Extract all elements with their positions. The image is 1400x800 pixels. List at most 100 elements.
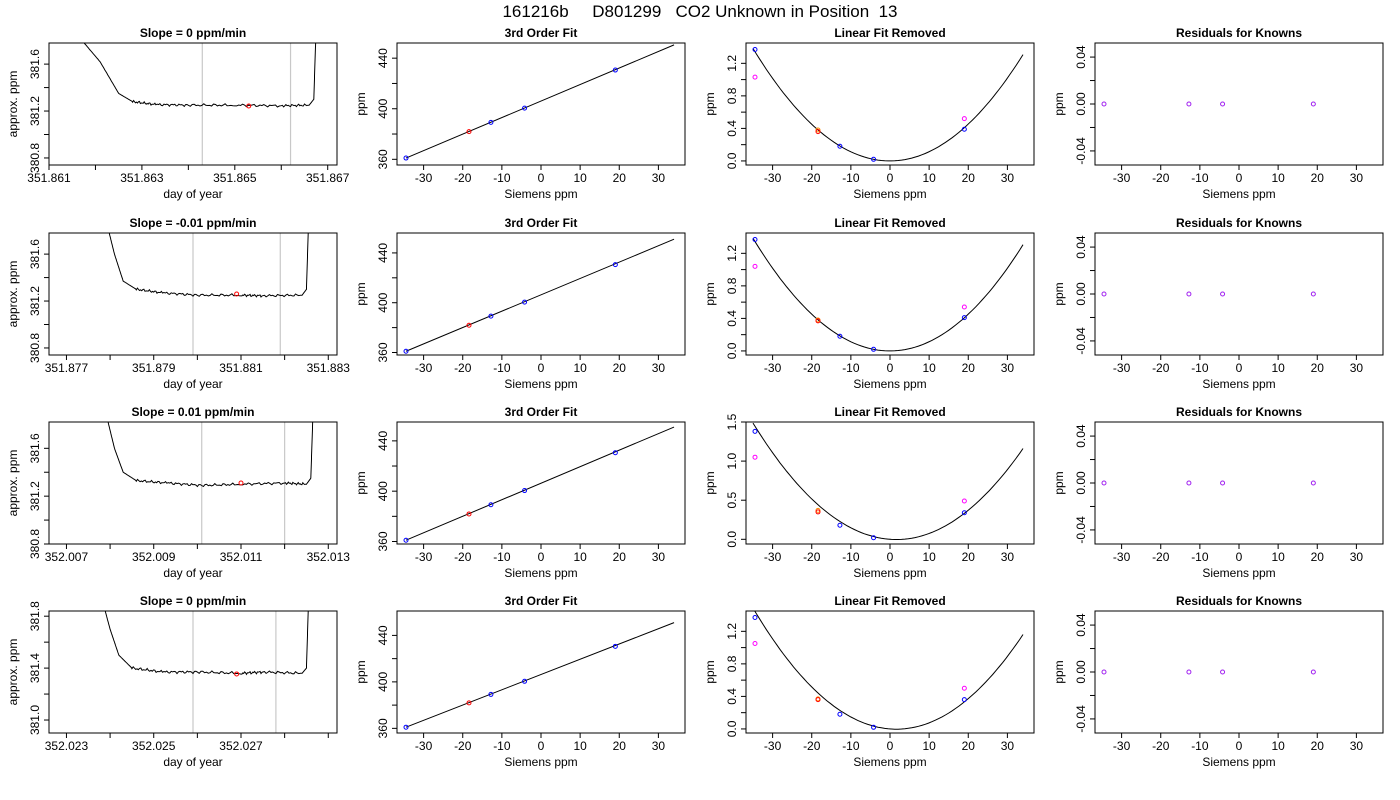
plot-frame	[745, 232, 1035, 356]
panel-title: 3rd Order Fit	[505, 405, 578, 419]
data-point-blue	[612, 262, 618, 268]
y-axis-label: ppm	[1052, 282, 1066, 305]
fit-line	[405, 238, 675, 352]
y-tick-label: 440	[376, 431, 390, 451]
panel-title: 3rd Order Fit	[505, 26, 578, 40]
panel-data	[104, 611, 309, 733]
page-title: 161216b D801299 CO2 Unknown in Position …	[502, 2, 898, 21]
panel-data	[405, 238, 675, 352]
x-tick-label: 30	[1001, 550, 1015, 564]
y-tick-label: 0.4	[725, 120, 739, 137]
data-point-blue	[612, 67, 618, 73]
x-tick-label: 0	[887, 550, 894, 564]
panel-r2c4: Residuals for Knowns Siemens ppm ppm -30 -20…	[1052, 216, 1384, 391]
x-tick-label: 0	[1236, 550, 1243, 564]
panel-r1c4: Residuals for Knowns Siemens ppm ppm -30 -20…	[1052, 26, 1384, 201]
x-tick-label: 30	[652, 739, 666, 753]
x-tick-label: -20	[454, 550, 472, 564]
panel-title: Slope = 0.01 ppm/min	[131, 405, 254, 419]
plot-frame	[396, 42, 686, 166]
data-point-purple	[1310, 101, 1316, 107]
x-tick-label: 351.877	[45, 361, 89, 375]
data-point-blue	[752, 47, 758, 53]
panel-data	[108, 233, 309, 355]
x-tick-label: 352.013	[307, 550, 351, 564]
y-tick-label: 0.8	[725, 87, 739, 104]
y-tick-label: 360	[376, 531, 390, 551]
x-tick-label: 10	[573, 171, 587, 185]
y-tick-label: 381.6	[28, 433, 42, 463]
panel-title: Slope = 0 ppm/min	[140, 594, 246, 608]
x-axis-label: Siemens ppm	[504, 187, 577, 201]
x-tick-label: 10	[573, 550, 587, 564]
data-point-orange	[815, 127, 821, 133]
x-tick-label: 0	[887, 739, 894, 753]
x-tick-label: 10	[1271, 171, 1285, 185]
residual-curve	[754, 611, 1024, 730]
x-axis-label: Siemens ppm	[1202, 755, 1275, 769]
x-tick-label: -10	[842, 739, 860, 753]
panel-title: Linear Fit Removed	[834, 405, 945, 419]
data-point-blue	[837, 143, 843, 149]
y-tick-label: 440	[376, 243, 390, 263]
data-point-blue	[871, 346, 877, 352]
data-point-red	[238, 480, 244, 486]
data-point-blue	[961, 126, 967, 132]
y-tick-label: 440	[376, 48, 390, 68]
y-tick-label: 0.04	[1074, 45, 1088, 69]
panel-r2c2: 3rd Order Fit Siemens ppm ppm -30 -20 -10 0 10 2…	[354, 216, 686, 391]
panel-r3c2: 3rd Order Fit Siemens ppm ppm -30 -20 -10 0 10 2…	[354, 405, 686, 580]
plot-frame	[1094, 232, 1384, 356]
y-tick-label: 381.2	[28, 481, 42, 511]
y-tick-label: 1.2	[725, 55, 739, 72]
y-tick-label: 381.0	[28, 705, 42, 735]
panel-data	[83, 43, 317, 165]
data-point-blue	[612, 450, 618, 456]
x-tick-label: 10	[922, 739, 936, 753]
y-axis-label: ppm	[1052, 660, 1066, 683]
x-tick-label: 352.011	[220, 550, 263, 564]
x-tick-label: -20	[454, 171, 472, 185]
panel-data	[752, 238, 1024, 352]
y-tick-label: 440	[376, 625, 390, 645]
plot-frame	[48, 232, 338, 356]
x-axis-label: Siemens ppm	[1202, 377, 1275, 391]
x-tick-label: 20	[1311, 361, 1325, 375]
data-point-blue	[488, 691, 494, 697]
x-tick-label: 0	[538, 550, 545, 564]
x-tick-label: 10	[922, 550, 936, 564]
y-tick-label: 0.8	[725, 277, 739, 294]
x-tick-label: -10	[493, 739, 511, 753]
data-point-red	[466, 322, 472, 328]
x-tick-label: 10	[573, 361, 587, 375]
x-tick-label: -10	[842, 171, 860, 185]
x-tick-label: 351.881	[219, 361, 263, 375]
x-tick-label: 20	[613, 739, 627, 753]
data-point-blue	[403, 348, 409, 354]
x-tick-label: 351.879	[132, 361, 176, 375]
data-point-red	[815, 129, 821, 135]
x-axis-label: Siemens ppm	[1202, 566, 1275, 580]
data-point-purple	[1101, 669, 1107, 675]
x-tick-label: -10	[1191, 550, 1209, 564]
y-axis-label: ppm	[354, 282, 368, 305]
panel-r3c1: Slope = 0.01 ppm/min day of year approx. p…	[6, 405, 350, 580]
plot-frame	[1094, 610, 1384, 734]
data-point-purple	[1220, 480, 1226, 486]
x-tick-label: 20	[962, 171, 976, 185]
panel-title: Linear Fit Removed	[834, 26, 945, 40]
data-point-blue	[522, 488, 528, 494]
data-point-blue	[612, 643, 618, 649]
panel-r1c2: 3rd Order Fit Siemens ppm ppm -30 -20 -10 0 10 2…	[354, 26, 686, 201]
y-tick-label: 400	[376, 98, 390, 118]
plot-frame	[396, 421, 686, 545]
x-tick-label: 0	[538, 361, 545, 375]
ppm-trace-line	[104, 611, 309, 676]
x-tick-label: 352.025	[132, 739, 176, 753]
x-tick-label: -30	[415, 361, 433, 375]
panel-data	[754, 611, 1024, 730]
x-tick-label: 20	[1311, 739, 1325, 753]
y-tick-label: 1.5	[725, 413, 739, 430]
x-tick-label: -30	[1113, 171, 1131, 185]
